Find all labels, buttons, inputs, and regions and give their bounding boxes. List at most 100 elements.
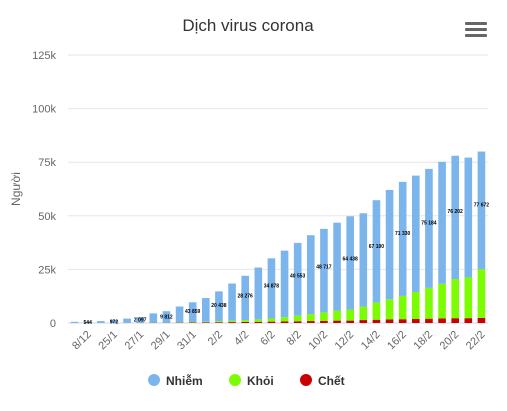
- x-tick-label: 8/2: [285, 329, 304, 348]
- bar-deaths[interactable]: [254, 321, 263, 323]
- x-tick-label: 29/1: [149, 329, 173, 353]
- y-tick-label: 50k: [38, 211, 56, 223]
- bar-recovered[interactable]: [293, 315, 302, 322]
- bar-recovered[interactable]: [307, 314, 315, 322]
- legend-marker-recovered[interactable]: [229, 374, 241, 386]
- bar-infected[interactable]: [202, 298, 210, 322]
- bar-infected[interactable]: [359, 213, 368, 307]
- bar-deaths[interactable]: [359, 320, 368, 323]
- bar-deaths[interactable]: [398, 319, 407, 323]
- y-tick-label: 100k: [32, 104, 56, 116]
- x-tick-label: 4/2: [232, 329, 251, 348]
- bar-recovered[interactable]: [451, 279, 459, 319]
- bar-deaths[interactable]: [241, 321, 249, 323]
- bar-recovered[interactable]: [346, 309, 354, 321]
- bar-infected[interactable]: [372, 200, 381, 303]
- bar-deaths[interactable]: [464, 318, 473, 323]
- legend-label[interactable]: Nhiễm: [166, 373, 203, 388]
- bar-recovered[interactable]: [241, 320, 249, 322]
- bar-deaths[interactable]: [202, 322, 210, 323]
- data-label: 76 202: [448, 209, 464, 215]
- bar-recovered[interactable]: [359, 306, 368, 321]
- bar-recovered[interactable]: [267, 318, 276, 322]
- bar-infected[interactable]: [110, 320, 118, 323]
- bar-deaths[interactable]: [320, 320, 328, 323]
- bar-recovered[interactable]: [333, 310, 341, 321]
- bar-infected[interactable]: [307, 235, 315, 315]
- x-tick-label: 25/1: [96, 329, 120, 353]
- data-label: 40 553: [290, 274, 306, 280]
- hamburger-menu-icon[interactable]: [465, 22, 487, 40]
- bar-recovered[interactable]: [215, 321, 223, 323]
- bar-infected[interactable]: [136, 317, 144, 323]
- bar-deaths[interactable]: [307, 321, 315, 323]
- bar-recovered[interactable]: [477, 269, 486, 318]
- legend-marker-deaths[interactable]: [300, 374, 312, 386]
- bar-infected[interactable]: [451, 155, 459, 280]
- bar-deaths[interactable]: [215, 322, 223, 323]
- bar-infected[interactable]: [464, 157, 473, 278]
- bar-infected[interactable]: [385, 189, 394, 300]
- bar-infected[interactable]: [70, 321, 79, 323]
- bar-deaths[interactable]: [346, 320, 354, 323]
- bar-deaths[interactable]: [267, 321, 276, 323]
- data-label: 67 100: [369, 244, 385, 250]
- bar-deaths[interactable]: [438, 318, 446, 323]
- bar-infected[interactable]: [333, 222, 341, 311]
- x-tick-label: 31/1: [175, 329, 199, 353]
- bar-recovered[interactable]: [398, 295, 407, 320]
- bar-infected[interactable]: [215, 291, 223, 322]
- bar-infected[interactable]: [280, 250, 289, 318]
- legend-label[interactable]: Chết: [318, 374, 345, 388]
- bar-infected[interactable]: [175, 306, 184, 323]
- bar-infected[interactable]: [228, 283, 236, 321]
- bar-recovered[interactable]: [320, 312, 328, 321]
- bar-infected[interactable]: [97, 321, 105, 323]
- bar-infected[interactable]: [254, 267, 263, 320]
- bar-infected[interactable]: [412, 175, 420, 293]
- bar-deaths[interactable]: [385, 319, 394, 323]
- bar-infected[interactable]: [346, 216, 354, 310]
- bar-recovered[interactable]: [372, 302, 381, 320]
- data-label: 34 878: [264, 283, 280, 289]
- legend-marker-infected[interactable]: [148, 374, 160, 386]
- bar-deaths[interactable]: [280, 321, 289, 323]
- bar-infected[interactable]: [320, 228, 328, 313]
- bar-deaths[interactable]: [451, 318, 459, 323]
- legend-label[interactable]: Khỏi: [247, 374, 274, 388]
- bar-deaths[interactable]: [228, 322, 236, 323]
- bar-recovered[interactable]: [280, 317, 289, 322]
- bar-recovered[interactable]: [202, 321, 210, 323]
- bar-infected[interactable]: [477, 151, 486, 270]
- x-tick-label: 8/12: [70, 329, 94, 353]
- bar-recovered[interactable]: [425, 287, 433, 319]
- bar-deaths[interactable]: [425, 318, 433, 323]
- bar-recovered[interactable]: [385, 299, 394, 320]
- x-tick-label: 2/2: [206, 329, 225, 348]
- y-tick-label: 75k: [38, 157, 56, 169]
- bar-infected[interactable]: [267, 258, 276, 319]
- bar-infected[interactable]: [438, 161, 446, 284]
- bar-infected[interactable]: [425, 168, 433, 288]
- bar-recovered[interactable]: [438, 283, 446, 319]
- bar-infected[interactable]: [123, 318, 131, 323]
- bar-infected[interactable]: [293, 242, 302, 316]
- bar-deaths[interactable]: [372, 319, 381, 323]
- bar-infected[interactable]: [188, 302, 197, 323]
- x-tick-label: 20/2: [438, 329, 462, 353]
- bar-recovered[interactable]: [254, 319, 263, 322]
- bar-deaths[interactable]: [477, 317, 486, 323]
- bar-infected[interactable]: [241, 275, 249, 321]
- bar-infected[interactable]: [149, 313, 158, 323]
- x-tick-label: 16/2: [385, 329, 409, 353]
- bar-deaths[interactable]: [293, 321, 302, 323]
- bar-recovered[interactable]: [464, 277, 473, 319]
- bar-recovered[interactable]: [228, 320, 236, 323]
- bar-deaths[interactable]: [412, 318, 420, 323]
- bar-recovered[interactable]: [412, 292, 420, 319]
- bar-infected[interactable]: [162, 311, 171, 323]
- bar-infected[interactable]: [83, 321, 92, 323]
- bar-deaths[interactable]: [333, 320, 341, 323]
- bar-infected[interactable]: [398, 181, 407, 296]
